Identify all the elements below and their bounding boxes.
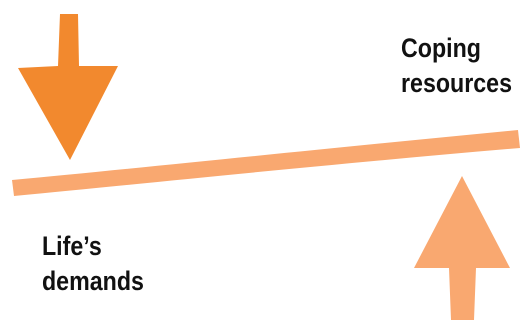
coping-label-line-1: Coping: [401, 33, 481, 63]
balance-beam: [12, 130, 520, 196]
coping-label-line-2: resources: [401, 68, 513, 98]
demands-label-line-1: Life’s: [42, 231, 102, 261]
lifes-demands-label: Life’s demands: [42, 229, 144, 299]
coping-resources-label: Coping resources: [401, 31, 512, 101]
arrow-down-icon: [18, 14, 118, 160]
demands-label-line-2: demands: [42, 266, 144, 296]
arrow-up-icon: [414, 176, 510, 320]
